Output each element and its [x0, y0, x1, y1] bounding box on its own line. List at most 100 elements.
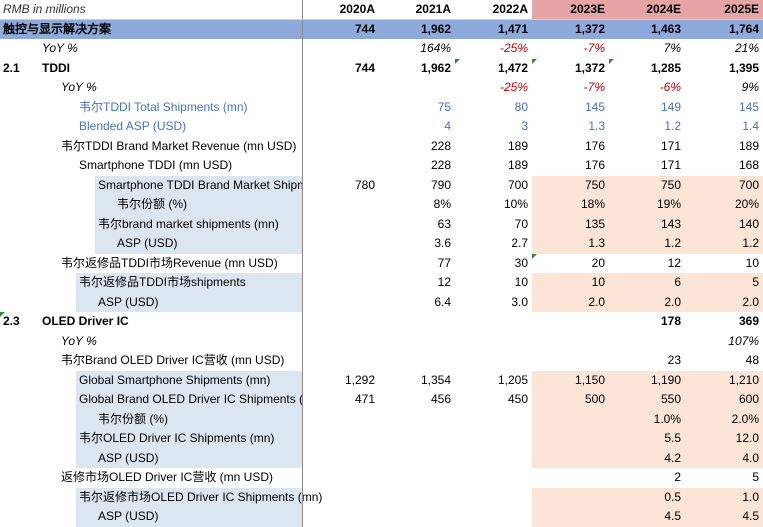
table-cell[interactable]: 149: [660, 99, 681, 114]
table-cell[interactable]: 2.0: [685, 292, 763, 312]
table-cell[interactable]: 1.3: [532, 234, 609, 254]
table-cell[interactable]: 6: [609, 273, 685, 293]
row-label[interactable]: 韦尔返修品TDDI市场Revenue (mn USD): [61, 255, 278, 270]
table-cell[interactable]: 107%: [728, 333, 759, 348]
table-cell[interactable]: 1,210: [685, 370, 763, 390]
year-header[interactable]: 2024E: [609, 0, 685, 20]
row-label[interactable]: 韦尔TDDI Total Shipments (mn): [79, 99, 248, 114]
row-label[interactable]: 韦尔brand market shipments (mn): [98, 216, 279, 231]
table-cell[interactable]: 0.5: [609, 487, 685, 507]
table-cell[interactable]: 12: [667, 255, 681, 270]
table-cell[interactable]: 1,150: [532, 370, 609, 390]
table-cell[interactable]: 750: [609, 175, 685, 195]
table-cell[interactable]: 1,463: [650, 21, 681, 36]
table-cell[interactable]: 744: [354, 60, 375, 75]
table-cell[interactable]: 10: [745, 255, 759, 270]
row-label[interactable]: 韦尔TDDI Brand Market Revenue (mn USD): [61, 138, 297, 153]
table-cell[interactable]: -7%: [583, 80, 605, 94]
row-label[interactable]: ASP (USD): [98, 509, 159, 523]
table-cell[interactable]: 10: [514, 275, 528, 289]
table-cell[interactable]: 135: [532, 214, 609, 234]
table-cell[interactable]: 140: [685, 214, 763, 234]
table-cell[interactable]: 20%: [685, 195, 763, 215]
table-cell[interactable]: 80: [514, 99, 528, 114]
table-cell[interactable]: 1,190: [609, 370, 685, 390]
table-cell[interactable]: 171: [660, 158, 681, 172]
table-cell[interactable]: 168: [738, 158, 759, 172]
table-cell[interactable]: 1.4: [742, 119, 759, 133]
table-cell[interactable]: 5: [685, 273, 763, 293]
table-cell[interactable]: -6%: [659, 80, 681, 94]
section-number[interactable]: 2.1: [3, 60, 20, 75]
table-cell[interactable]: [532, 429, 609, 449]
row-label[interactable]: YoY %: [61, 333, 97, 348]
table-cell[interactable]: 1.0: [685, 487, 763, 507]
row-label[interactable]: YoY %: [42, 41, 78, 55]
table-cell[interactable]: 3: [521, 119, 528, 133]
table-cell[interactable]: 143: [609, 214, 685, 234]
table-cell[interactable]: 744: [354, 21, 375, 36]
table-cell[interactable]: 19%: [609, 195, 685, 215]
table-cell[interactable]: 700: [507, 177, 528, 192]
table-cell[interactable]: 30: [514, 255, 528, 270]
table-cell[interactable]: 1,395: [728, 60, 759, 75]
table-cell[interactable]: 77: [437, 255, 451, 270]
table-cell[interactable]: 4.5: [609, 507, 685, 527]
section-number[interactable]: 2.3: [3, 314, 20, 328]
table-cell[interactable]: 70: [514, 216, 528, 231]
table-cell[interactable]: 75: [437, 99, 451, 114]
table-cell[interactable]: 9%: [741, 80, 759, 94]
table-cell[interactable]: 20: [591, 255, 605, 270]
subsection-title[interactable]: OLED Driver IC: [42, 314, 129, 328]
table-cell[interactable]: 1,764: [728, 21, 759, 36]
table-cell[interactable]: 4: [444, 119, 451, 133]
table-cell[interactable]: 456: [430, 392, 451, 406]
row-label[interactable]: Smartphone TDDI Brand Market Shipm: [98, 177, 302, 192]
table-cell[interactable]: 21%: [734, 41, 759, 55]
row-label[interactable]: 韦尔OLED Driver IC Shipments (mn): [79, 431, 275, 445]
table-cell[interactable]: 1.0%: [609, 409, 685, 429]
section-title[interactable]: 触控与显示解决方案: [3, 21, 112, 36]
table-cell[interactable]: 3.0: [511, 294, 528, 309]
table-cell[interactable]: 63: [437, 216, 451, 231]
subsection-title[interactable]: TDDI: [42, 60, 70, 75]
year-header[interactable]: 2022A: [492, 2, 528, 16]
table-cell[interactable]: 369: [738, 314, 759, 328]
table-cell[interactable]: 4.0: [685, 448, 763, 468]
table-cell[interactable]: 780: [354, 177, 375, 192]
table-cell[interactable]: [532, 448, 609, 468]
row-label[interactable]: 韦尔份额 (%): [117, 197, 187, 211]
table-cell[interactable]: 1,962: [420, 60, 451, 75]
table-cell[interactable]: 12.0: [685, 429, 763, 449]
row-label[interactable]: ASP (USD): [117, 236, 178, 250]
table-cell[interactable]: 1,285: [650, 60, 681, 75]
row-label[interactable]: 返修市场OLED Driver IC营收 (mn USD): [61, 470, 274, 484]
table-cell[interactable]: 700: [685, 175, 763, 195]
row-label[interactable]: Global Smartphone Shipments (mn): [79, 372, 271, 387]
table-cell[interactable]: 10%: [503, 197, 528, 211]
table-cell[interactable]: 1.2: [609, 234, 685, 254]
year-header[interactable]: 2023E: [532, 0, 609, 20]
table-cell[interactable]: 1,205: [497, 372, 528, 387]
table-cell[interactable]: 145: [738, 99, 759, 114]
table-cell[interactable]: 1.3: [588, 119, 605, 133]
table-cell[interactable]: 48: [745, 353, 759, 367]
table-cell[interactable]: 2: [674, 470, 681, 484]
table-cell[interactable]: 8%: [433, 197, 451, 211]
table-cell[interactable]: -25%: [499, 80, 528, 94]
row-label[interactable]: 韦尔返修品TDDI市场shipments: [79, 275, 246, 289]
table-cell[interactable]: 6.4: [434, 294, 451, 309]
table-cell[interactable]: 1,292: [344, 372, 375, 387]
table-cell[interactable]: 178: [660, 314, 681, 328]
table-cell[interactable]: 4.2: [609, 448, 685, 468]
table-cell[interactable]: 1,471: [497, 21, 528, 36]
table-cell[interactable]: 1,372: [574, 60, 605, 75]
table-cell[interactable]: 450: [507, 392, 528, 406]
table-cell[interactable]: 23: [667, 353, 681, 367]
year-header[interactable]: 2021A: [415, 2, 451, 16]
row-label[interactable]: ASP (USD): [98, 450, 159, 465]
table-cell[interactable]: 189: [507, 158, 528, 172]
table-cell[interactable]: 171: [660, 138, 681, 153]
table-cell[interactable]: 1,472: [497, 60, 528, 75]
table-cell[interactable]: 7%: [663, 41, 681, 55]
